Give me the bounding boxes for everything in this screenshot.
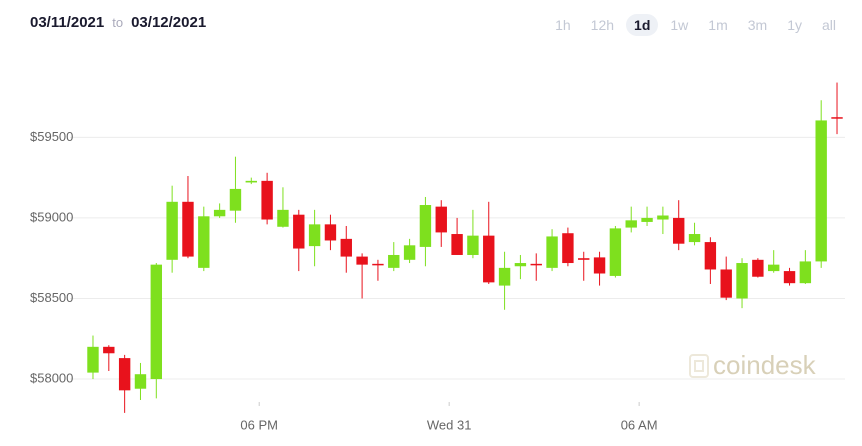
candle-body [498,267,511,286]
range-button[interactable]: 12h [590,17,615,33]
candle-body [245,180,257,183]
candle-body [562,233,574,264]
range-button[interactable]: 1d [626,14,659,36]
candle-body [150,264,163,380]
range-button[interactable]: 1h [555,17,571,33]
y-tick-label: $58000 [30,370,73,385]
candle-body [356,256,368,265]
date-separator: to [112,15,124,30]
candle-body [831,117,843,119]
candle-body [198,216,210,268]
candle-body [451,234,463,255]
candle-body [673,217,685,244]
candle-body [166,201,178,260]
candle-body [704,242,717,270]
candle-body [213,209,226,217]
range-button[interactable]: 1w [670,17,689,33]
range-button[interactable]: 3m [747,17,768,33]
x-tick-label: 06 AM [621,417,658,432]
candle-body [134,374,147,389]
candle-body [229,188,242,211]
candle-body [435,206,447,233]
candle-body [467,235,479,255]
candle-body [277,209,289,227]
candle-body [609,228,622,276]
candle-body [182,201,194,257]
x-tick-label: Wed 31 [427,417,472,432]
watermark: coindesk [713,350,817,380]
candle-body [578,258,590,260]
candle-body [752,259,764,277]
candle-body [593,257,606,274]
date-to[interactable]: 03/12/2021 [131,14,207,31]
range-selector: 1h 12h 1d 1w 1m 3m 1y all [543,14,844,36]
x-tick-label: 06 PM [240,417,278,432]
range-button[interactable]: 1m [708,17,728,33]
date-from[interactable]: 03/11/2021 [30,14,105,31]
y-tick-label: $59000 [30,209,73,224]
candle-body [688,234,701,243]
y-tick-label: $59500 [30,129,73,144]
candle-body [657,215,669,220]
candle-body [340,238,352,257]
candle-body [388,254,400,268]
logo-icon [689,354,709,378]
candle-body [815,120,827,262]
candle-body [308,224,321,247]
candle-body [103,346,115,354]
y-tick-label: $58500 [30,290,73,305]
candle-body [293,214,305,249]
candle-body [372,263,384,266]
range-button[interactable]: all [821,17,836,33]
candle-body [403,245,416,260]
candle-body [419,205,432,247]
candle-body [736,263,748,299]
date-range: 03/11/2021 to 03/12/2021 [30,14,206,31]
candle-body [767,264,780,272]
candle-body [783,271,796,284]
watermark-logo [689,354,709,378]
candle-body [483,235,495,283]
candle-body [118,358,131,391]
candle-body [514,263,527,267]
candle-body [641,217,653,222]
candle-body [799,261,812,284]
candle-body [324,224,337,241]
candle-body [87,346,99,373]
range-button[interactable]: 1y [787,17,802,33]
candle-body [625,220,637,228]
candle-body [720,269,732,298]
logo-icon-inner [694,360,704,372]
candle-body [530,263,542,266]
candle-body [546,236,558,268]
candle-body [261,180,273,220]
